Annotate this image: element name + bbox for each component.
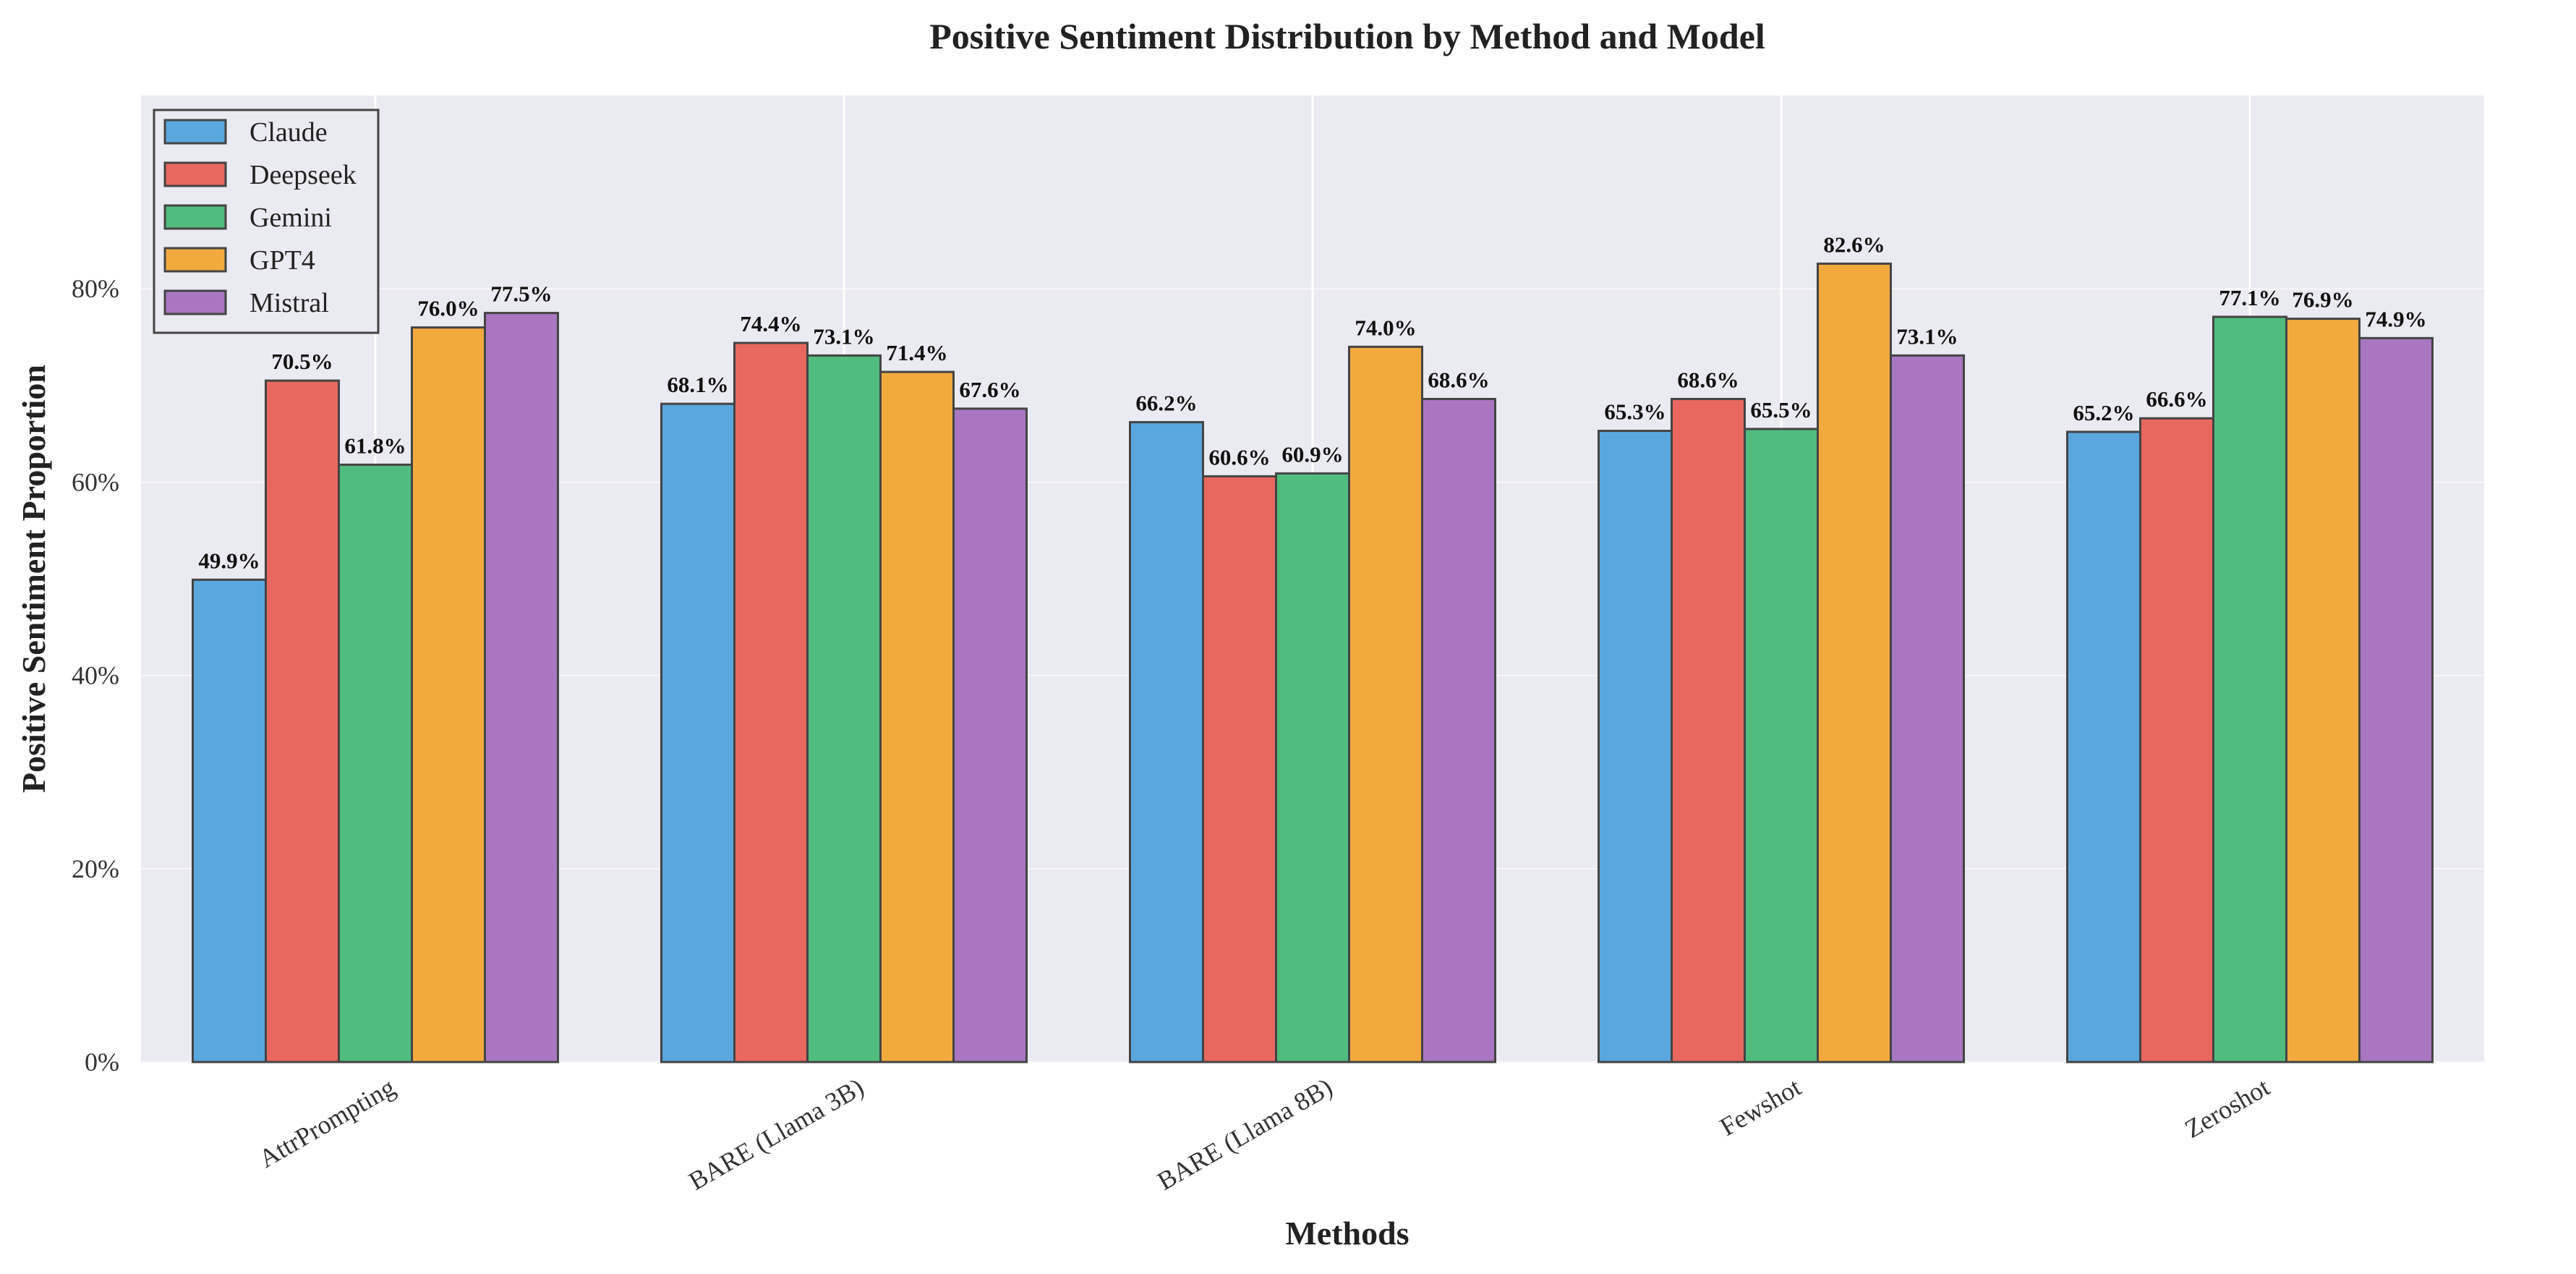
bar-claude: [1129, 421, 1204, 1063]
x-tick-label: BARE (Llama 3B): [683, 1072, 869, 1196]
x-tick-label: Zeroshot: [2180, 1072, 2274, 1144]
bar-mistral: [2358, 336, 2434, 1063]
bar-value-label: 76.9%: [2292, 287, 2353, 313]
bar-value-label: 49.9%: [198, 548, 260, 573]
bar-deepseek: [1202, 475, 1277, 1063]
bar-deepseek: [733, 341, 809, 1063]
legend-swatch-gpt4: [163, 247, 227, 273]
bar-value-label: 66.6%: [2146, 386, 2207, 412]
bar-value-label: 73.1%: [1896, 323, 1958, 349]
bar-gpt4: [1348, 345, 1423, 1063]
legend-label: Gemini: [250, 203, 332, 233]
bars: [192, 262, 2434, 1063]
bar-gpt4: [411, 326, 486, 1063]
bar-value-label: 71.4%: [886, 340, 947, 365]
legend-label: Mistral: [250, 288, 329, 318]
bar-value-label: 68.6%: [1677, 368, 1739, 393]
y-axis-label: Positive Sentiment Proportion: [15, 365, 52, 793]
legend-swatch-claude: [163, 119, 227, 145]
bar-claude: [1598, 430, 1673, 1063]
x-axis-ticks: AttrPrompting BARE (Llama 3B) BARE (Llama …: [254, 1072, 2274, 1196]
x-axis-label: Methods: [1285, 1215, 1409, 1252]
bar-claude: [660, 402, 735, 1063]
legend: Claude Deepseek Gemini GPT4 Mistral: [153, 109, 380, 334]
y-tick-label: 40%: [72, 661, 119, 690]
bar-gemini: [1275, 472, 1350, 1063]
bar-value-label: 70.5%: [271, 349, 333, 374]
bar-mistral: [1421, 398, 1496, 1063]
bar-value-label: 68.6%: [1428, 368, 1489, 393]
bar-claude: [192, 578, 267, 1063]
bar-value-label: 65.5%: [1750, 397, 1812, 422]
bar-deepseek: [265, 379, 340, 1063]
y-tick-label: 0%: [85, 1048, 119, 1076]
bar-value-label: 65.2%: [2073, 400, 2134, 425]
bar-gemini: [2212, 315, 2287, 1063]
bar-gemini: [338, 463, 413, 1063]
legend-swatch-gemini: [163, 204, 227, 230]
bar-mistral: [952, 407, 1028, 1063]
legend-label: Deepseek: [250, 160, 357, 190]
x-tick-label: AttrPrompting: [254, 1072, 400, 1173]
bar-value-label: 74.0%: [1355, 315, 1416, 340]
bar-deepseek: [1671, 398, 1746, 1063]
y-tick-label: 80%: [72, 274, 119, 303]
bar-value-label: 77.1%: [2219, 285, 2280, 310]
y-tick-label: 60%: [72, 467, 119, 496]
bar-mistral: [1890, 354, 1965, 1063]
bar-deepseek: [2139, 417, 2214, 1063]
legend-swatch-deepseek: [163, 161, 227, 187]
bar-value-label: 77.5%: [490, 281, 552, 307]
bar-value-label: 67.6%: [959, 377, 1020, 402]
legend-label: Claude: [250, 117, 328, 148]
legend-label: GPT4: [250, 245, 315, 276]
bar-value-label: 60.9%: [1281, 441, 1343, 467]
bar-value-label: 66.2%: [1135, 391, 1197, 416]
y-tick-label: 20%: [72, 854, 119, 883]
y-axis-ticks: 0% 20% 40% 60% 80%: [72, 274, 119, 1076]
bar-value-label: 76.0%: [417, 296, 479, 321]
bar-claude: [2066, 430, 2141, 1063]
x-tick-label: Fewshot: [1715, 1072, 1806, 1142]
bar-value-label: 73.1%: [813, 323, 874, 349]
bar-mistral: [484, 312, 559, 1063]
bar-value-label: 61.8%: [344, 433, 406, 458]
bar-gemini: [1744, 428, 1819, 1063]
value-labels: 49.9% 70.5% 61.8% 76.0% 77.5% 68.1% 74.4% 73.1%…: [198, 232, 2426, 573]
chart-title: Positive Sentiment Distribution by Metho…: [929, 16, 1765, 56]
bar-value-label: 60.6%: [1208, 444, 1270, 470]
legend-swatch-mistral: [163, 289, 227, 315]
bar-value-label: 82.6%: [1823, 232, 1885, 257]
bar-gpt4: [1817, 262, 1892, 1063]
bar-gpt4: [2285, 318, 2360, 1063]
bar-gemini: [806, 354, 882, 1063]
bar-value-label: 74.4%: [740, 311, 801, 336]
bar-value-label: 65.3%: [1604, 399, 1666, 425]
bar-gpt4: [879, 370, 955, 1063]
x-tick-label: BARE (Llama 8B): [1152, 1072, 1337, 1196]
bar-value-label: 68.1%: [667, 372, 728, 397]
bar-value-label: 74.9%: [2365, 306, 2426, 331]
